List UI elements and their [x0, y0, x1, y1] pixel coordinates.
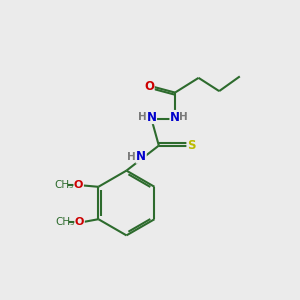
Text: O: O	[74, 180, 83, 190]
Text: O: O	[75, 217, 84, 227]
Text: N: N	[146, 110, 157, 124]
Text: S: S	[187, 139, 196, 152]
Text: N: N	[136, 150, 146, 163]
Text: H: H	[127, 152, 136, 162]
Text: CH₃: CH₃	[55, 217, 74, 227]
Text: CH₃: CH₃	[54, 180, 74, 190]
Text: H: H	[138, 112, 147, 122]
Text: N: N	[170, 110, 180, 124]
Text: O: O	[144, 80, 154, 93]
Text: H: H	[179, 112, 188, 122]
